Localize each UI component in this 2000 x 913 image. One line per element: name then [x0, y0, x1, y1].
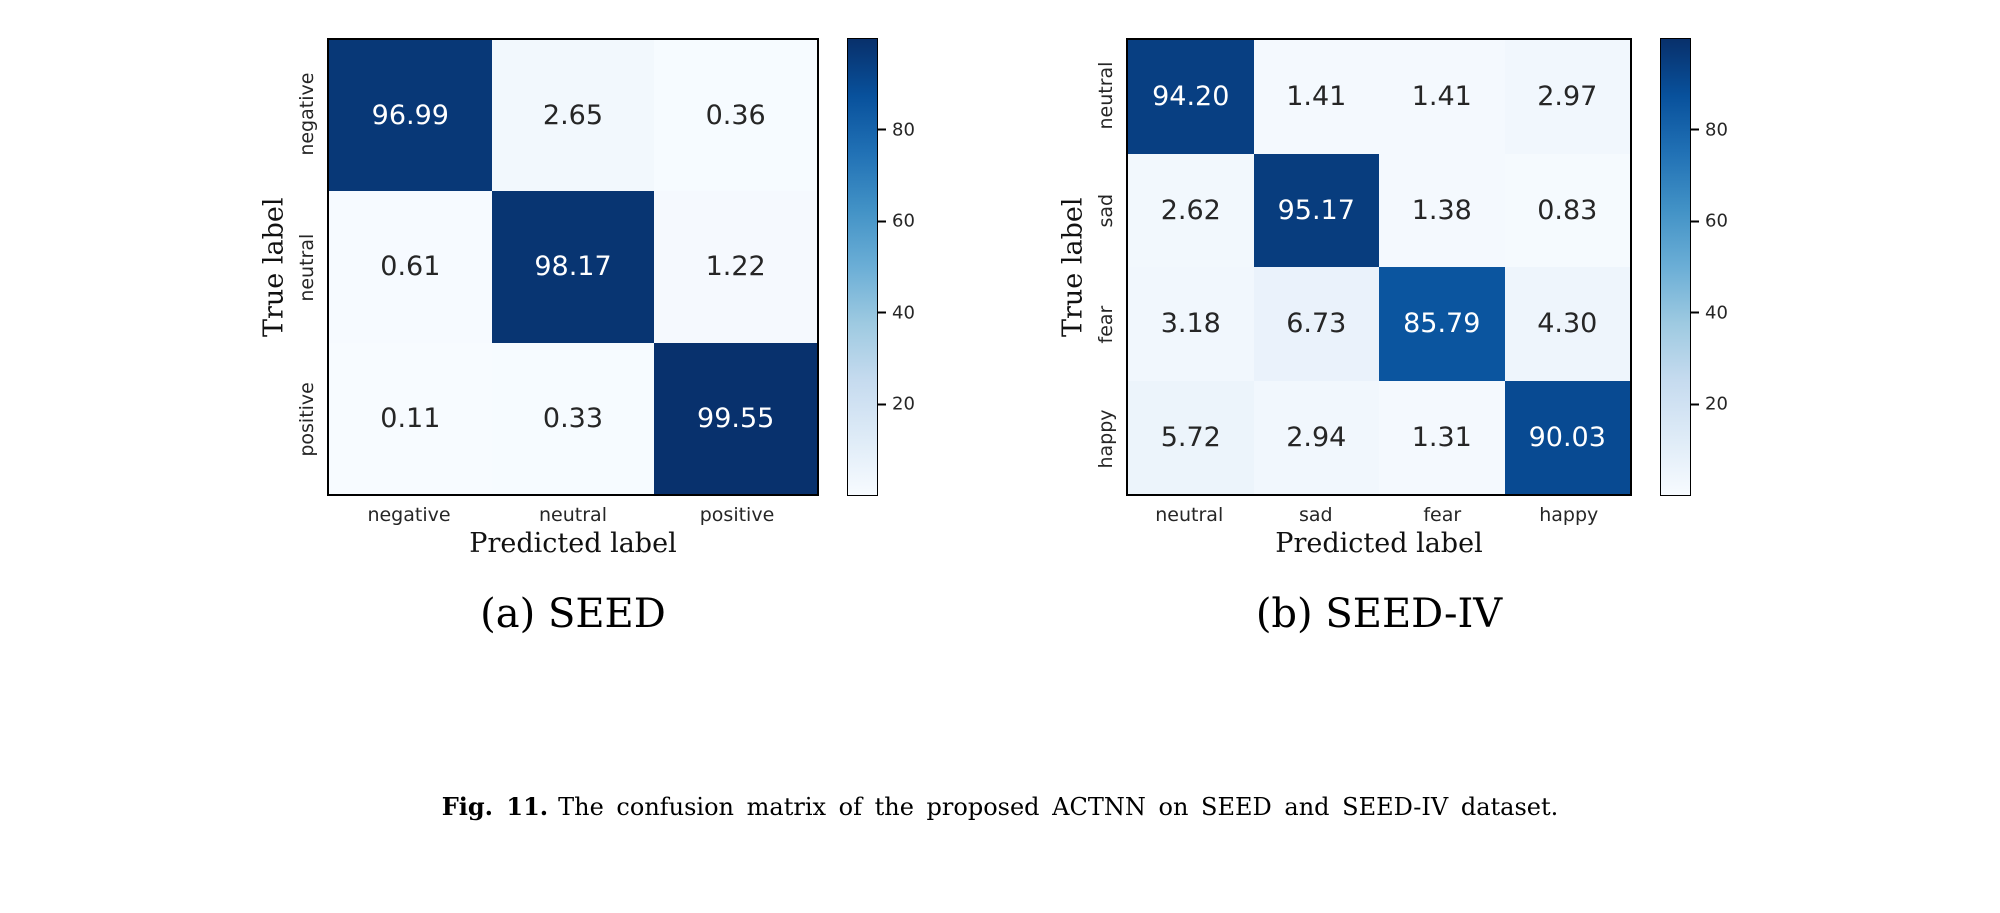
- x-tick-label: negative: [367, 504, 451, 526]
- colorbar-tick-label: 80: [892, 119, 915, 141]
- figure-caption-label: Fig. 11.: [441, 792, 549, 821]
- matrix-cell: 1.41: [1253, 40, 1379, 154]
- matrix-cell: 0.61: [329, 191, 492, 343]
- matrix-cell: 85.79: [1379, 267, 1505, 381]
- subcaption-b: (b) SEED-IV: [1255, 591, 1503, 637]
- subcaption-a: (a) SEED: [480, 591, 666, 637]
- matrix-cell: 1.41: [1379, 40, 1505, 154]
- colorbar-tick: 80: [1691, 119, 1728, 140]
- matrix-cell: 99.55: [654, 342, 817, 494]
- colorbar-tick-mark: [878, 128, 886, 131]
- y-axis-label: True label: [258, 197, 290, 337]
- colorbar-tick: 40: [878, 302, 915, 323]
- plot-area-seed: True label negative neutral positive 96.99…: [254, 38, 933, 637]
- x-tick-label: neutral: [539, 504, 607, 526]
- matrix-cell: 90.03: [1504, 380, 1630, 494]
- matrix-cell: 4.30: [1504, 267, 1630, 381]
- colorbar-tick-mark: [878, 311, 886, 314]
- x-axis-label: Predicted label: [1275, 528, 1483, 559]
- x-tick-labels: neutral sad fear happy: [1126, 504, 1632, 526]
- colorbar-ticks: 20 40 60 80: [1691, 38, 1746, 496]
- colorbar-tick: 60: [1691, 211, 1728, 232]
- colorbar-tick-label: 20: [892, 393, 915, 415]
- y-tick-label: negative: [296, 72, 318, 156]
- colorbar-tick-label: 60: [892, 210, 915, 232]
- matrix-cell: 3.18: [1128, 267, 1254, 381]
- colorbar-tick-mark: [1691, 128, 1699, 131]
- colorbar-tick-mark: [878, 403, 886, 406]
- matrix-cell: 2.94: [1253, 380, 1379, 494]
- colorbar-tick: 20: [1691, 394, 1728, 415]
- heatmap-grid: 96.99 2.65 0.36 0.61 98.17 1.22 0.11 0.33 99.55: [327, 38, 819, 496]
- matrix-cell: 2.65: [491, 40, 655, 192]
- colorbar-tick-mark: [1691, 403, 1699, 406]
- heatmap-grid: 94.20 1.41 1.41 2.97 2.62 95.17 1.38 0.83 3.18 6.…: [1126, 38, 1632, 496]
- matrix-cell: 1.38: [1379, 153, 1505, 267]
- matrix-cell: 98.17: [491, 191, 655, 343]
- y-tick-label: fear: [1095, 305, 1117, 344]
- colorbar-tick: 60: [878, 211, 915, 232]
- x-tick-label: fear: [1423, 504, 1462, 526]
- confusion-matrix-seed: True label negative neutral positive 96.99…: [254, 38, 933, 637]
- x-tick-label: sad: [1298, 504, 1333, 526]
- y-tick-labels: neutral sad fear happy: [1093, 38, 1119, 496]
- y-tick-label: neutral: [296, 233, 318, 301]
- y-tick-label: sad: [1095, 192, 1117, 227]
- y-tick-labels: negative neutral positive: [294, 38, 320, 496]
- colorbar-tick-label: 20: [1705, 393, 1728, 415]
- colorbar-tick-label: 60: [1705, 210, 1728, 232]
- y-tick-label: neutral: [1095, 61, 1117, 130]
- matrix-cell: 2.97: [1504, 40, 1630, 154]
- colorbar-tick: 80: [878, 119, 915, 140]
- matrix-cell: 6.73: [1253, 267, 1379, 381]
- colorbar-ticks: 20 40 60 80: [878, 38, 933, 496]
- y-tick-label: positive: [296, 382, 318, 457]
- colorbar-gradient: [847, 38, 878, 496]
- confusion-matrix-seediv: True label neutral sad fear happy 94.20 1.41…: [1053, 38, 1746, 637]
- figures-row: True label negative neutral positive 96.99…: [254, 38, 1746, 637]
- x-tick-label: positive: [699, 504, 775, 526]
- matrix-cell: 1.31: [1379, 380, 1505, 494]
- plot-area-seediv: True label neutral sad fear happy 94.20 1.41…: [1053, 38, 1746, 637]
- matrix-column: 94.20 1.41 1.41 2.97 2.62 95.17 1.38 0.83 3.18 6.…: [1126, 38, 1632, 637]
- matrix-column: 96.99 2.65 0.36 0.61 98.17 1.22 0.11 0.33 99.55 …: [327, 38, 819, 637]
- matrix-cell: 1.22: [654, 191, 817, 343]
- matrix-cell: 0.36: [654, 40, 817, 192]
- matrix-cell: 0.83: [1504, 153, 1630, 267]
- matrix-cell: 5.72: [1128, 380, 1254, 494]
- colorbar: 20 40 60 80: [1660, 38, 1746, 496]
- x-axis-label: Predicted label: [469, 528, 677, 559]
- matrix-cell: 96.99: [329, 40, 492, 192]
- figure-caption: Fig. 11. The confusion matrix of the prop…: [0, 792, 2000, 821]
- x-tick-label: neutral: [1155, 504, 1224, 526]
- colorbar-tick-mark: [1691, 220, 1699, 223]
- y-tick-label: happy: [1095, 409, 1117, 469]
- colorbar-tick: 40: [1691, 302, 1728, 323]
- matrix-cell: 94.20: [1128, 40, 1254, 154]
- colorbar-tick-mark: [878, 220, 886, 223]
- matrix-cell: 0.11: [329, 342, 492, 494]
- colorbar-tick: 20: [878, 394, 915, 415]
- colorbar: 20 40 60 80: [847, 38, 933, 496]
- colorbar-gradient: [1660, 38, 1691, 496]
- x-tick-label: happy: [1539, 504, 1599, 526]
- colorbar-tick-mark: [1691, 311, 1699, 314]
- matrix-cell: 2.62: [1128, 153, 1254, 267]
- y-axis-label: True label: [1057, 197, 1089, 337]
- figure-caption-text: The confusion matrix of the proposed ACT…: [558, 793, 1559, 821]
- colorbar-tick-label: 40: [892, 302, 915, 324]
- colorbar-tick-label: 40: [1705, 302, 1728, 324]
- matrix-cell: 0.33: [491, 342, 655, 494]
- x-tick-labels: negative neutral positive: [327, 504, 819, 526]
- matrix-cell: 95.17: [1253, 153, 1379, 267]
- colorbar-tick-label: 80: [1705, 119, 1728, 141]
